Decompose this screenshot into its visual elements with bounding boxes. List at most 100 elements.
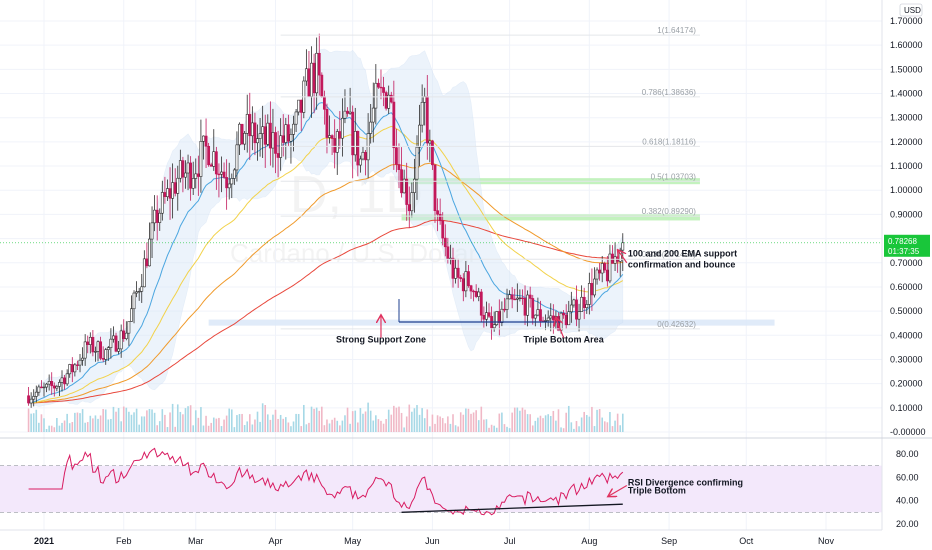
volume-bar xyxy=(567,405,570,432)
volume-bar xyxy=(285,417,287,432)
annotation-text: RSI Divergence confirming xyxy=(628,478,743,488)
time-axis[interactable]: 2021 Feb Mar Apr May Jun Jul Aug Sep Oct Nov xyxy=(34,536,835,546)
triple-bottom-arrow xyxy=(556,318,565,338)
fib-levels: 1(1.64174) 0.786(1.38636) 0.618(1.18116) 0.… xyxy=(0,26,882,330)
volume-bar xyxy=(601,417,604,432)
ema-100-line xyxy=(28,162,623,404)
price-tick-label: 1.40000 xyxy=(890,89,923,99)
volume-bar xyxy=(565,412,567,432)
candle-body xyxy=(600,263,604,274)
volume-bar xyxy=(112,406,115,432)
volume-bar xyxy=(619,425,622,432)
fib-label: 1(1.64174) xyxy=(657,26,696,35)
candle-body xyxy=(243,133,247,145)
volume-bar xyxy=(282,418,285,432)
candle-body xyxy=(361,151,365,160)
candle-body xyxy=(256,138,259,144)
currency-box[interactable] xyxy=(899,3,923,17)
volume-bar xyxy=(405,416,408,432)
price-tick-label: 0.90000 xyxy=(890,209,923,219)
candle-body xyxy=(611,253,614,264)
volume-bar xyxy=(609,412,611,432)
volume-bar xyxy=(238,414,241,432)
volume-bar xyxy=(575,421,578,432)
candle-body xyxy=(598,269,602,274)
volume-bar xyxy=(408,404,411,432)
volume-bar xyxy=(562,428,565,432)
volume-bar xyxy=(513,407,516,432)
volume-bar xyxy=(439,416,441,432)
annotation-text: Triple Bottom Area xyxy=(524,335,605,345)
volume-bar xyxy=(81,409,84,432)
volume-bar xyxy=(470,413,472,432)
price-tick-label: 1.20000 xyxy=(890,137,923,147)
volume-bar xyxy=(349,423,351,432)
volume-bar xyxy=(43,418,45,432)
rsi-line xyxy=(28,447,624,516)
volume-bar xyxy=(393,405,395,432)
volume-bar xyxy=(233,427,236,432)
volume-bar xyxy=(117,408,120,432)
volume-bar xyxy=(35,409,38,432)
time-tick-label: May xyxy=(344,536,362,546)
price-tick-label: 1.60000 xyxy=(890,40,923,50)
candle-body xyxy=(158,212,162,223)
volume-bar xyxy=(287,422,290,432)
candle-body xyxy=(413,178,416,193)
candle-body xyxy=(564,314,568,326)
candle-body xyxy=(137,290,141,293)
candle-body xyxy=(572,299,576,306)
price-axis[interactable]: 1.70000 1.60000 1.50000 1.40000 1.30000 1.200… xyxy=(890,16,926,529)
volume-bar xyxy=(290,426,292,432)
volume-bar xyxy=(236,415,238,432)
volume-bar xyxy=(372,420,375,432)
volume-bar xyxy=(472,412,475,432)
candle-body xyxy=(518,297,522,300)
candle-body xyxy=(230,178,234,185)
last-price-badge-bg xyxy=(884,234,930,257)
candle-body xyxy=(461,278,465,292)
candle-body xyxy=(528,294,532,299)
candle-body xyxy=(469,285,473,292)
candle-body xyxy=(220,171,223,175)
candle-body xyxy=(127,321,131,334)
candle-body xyxy=(495,311,499,325)
volume-bar xyxy=(511,412,513,432)
candle-body xyxy=(456,267,460,278)
volume-bar xyxy=(580,417,583,432)
volume-bar xyxy=(202,425,205,432)
candle-body xyxy=(356,130,360,166)
volume-bar xyxy=(583,411,585,432)
volume-bar xyxy=(621,413,624,432)
volume-bar xyxy=(102,409,104,432)
candle-body xyxy=(148,238,151,267)
candle-body xyxy=(178,160,182,179)
fib-label: 0.5(1.03703) xyxy=(651,172,697,181)
candle-body xyxy=(425,96,429,144)
volume-bar xyxy=(346,407,349,432)
ema-50-line xyxy=(28,125,624,404)
candle-body xyxy=(364,151,367,161)
candle-body xyxy=(510,294,514,300)
volume-bar xyxy=(243,425,246,432)
volume-bar xyxy=(45,429,48,432)
candle-body xyxy=(276,153,280,158)
price-tick-label: 0.50000 xyxy=(890,306,923,316)
volume-bar xyxy=(385,419,387,432)
candle-body xyxy=(407,204,411,212)
candle-body xyxy=(65,373,69,385)
candle-body xyxy=(217,173,221,176)
candle-body xyxy=(83,341,87,359)
price-tick-label: 0.40000 xyxy=(890,330,923,340)
candle-body xyxy=(503,308,506,311)
volume-bar xyxy=(382,423,385,432)
volume-bar xyxy=(279,414,282,432)
candle-body xyxy=(253,122,257,144)
candle-body xyxy=(94,351,97,353)
volume-bar xyxy=(375,415,377,432)
time-tick-label: Jul xyxy=(504,536,516,546)
volume-bar xyxy=(107,419,110,432)
volume-bar xyxy=(364,411,367,432)
annotation-text: 100 and 200 EMA support xyxy=(628,249,737,259)
